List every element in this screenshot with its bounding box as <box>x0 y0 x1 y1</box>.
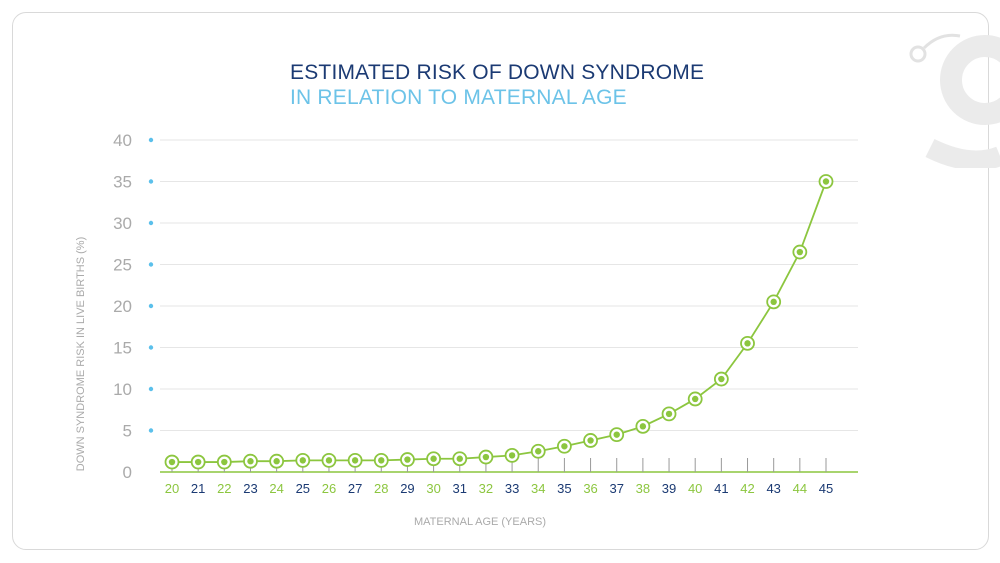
data-point <box>221 458 228 466</box>
y-tick-dot <box>148 262 154 267</box>
data-point <box>822 178 830 185</box>
x-tick-label: 39 <box>662 481 676 496</box>
x-tick-label: 26 <box>322 481 336 496</box>
data-point <box>273 458 280 465</box>
x-tick-label: 42 <box>740 481 754 496</box>
x-tick-label: 28 <box>374 481 388 496</box>
y-tick-dot <box>148 137 154 143</box>
x-tick-label: 29 <box>400 481 414 496</box>
y-tick-label: 40 <box>113 131 132 150</box>
data-point <box>351 457 359 464</box>
x-tick-label: 43 <box>766 481 780 496</box>
x-tick-label: 32 <box>479 481 493 496</box>
data-point <box>247 458 254 465</box>
y-tick-label: 5 <box>123 422 132 441</box>
data-point <box>325 457 333 464</box>
x-tick-label: 22 <box>217 481 231 496</box>
data-point <box>561 443 568 450</box>
y-tick-label: 30 <box>113 214 132 233</box>
data-point <box>692 395 699 403</box>
x-tick-label: 35 <box>557 481 571 496</box>
data-point <box>639 423 647 430</box>
data-point <box>587 437 594 444</box>
y-tick-label: 35 <box>113 173 132 192</box>
data-point <box>168 458 176 466</box>
chart-title: ESTIMATED RISK OF DOWN SYNDROME <box>290 61 705 84</box>
x-tick-label: 36 <box>583 481 597 496</box>
y-tick-dot <box>148 303 154 309</box>
data-point <box>456 455 463 462</box>
data-point <box>508 452 516 459</box>
data-point <box>482 453 490 461</box>
y-tick-label: 15 <box>113 339 132 358</box>
data-point <box>194 458 202 466</box>
y-tick-dot <box>148 386 154 392</box>
x-axis-label: MATERNAL AGE (YEARS) <box>414 516 546 528</box>
y-axis-label: DOWN SYNDROME RISK IN LIVE BIRTHS (%) <box>75 237 87 472</box>
data-point <box>430 455 437 462</box>
x-tick-label: 31 <box>453 481 467 496</box>
x-tick-label: 37 <box>609 481 623 496</box>
y-tick-label: 20 <box>113 297 132 316</box>
y-tick-dot <box>148 179 154 184</box>
data-point <box>613 431 620 438</box>
data-point <box>299 457 306 464</box>
data-point <box>744 340 751 347</box>
x-tick-label: 34 <box>531 481 545 496</box>
data-point <box>404 456 411 463</box>
x-tick-label: 20 <box>165 481 179 496</box>
data-point <box>718 375 725 383</box>
y-tick-label: 10 <box>113 380 132 399</box>
y-tick-label: 0 <box>123 463 132 482</box>
data-point <box>796 248 804 256</box>
x-tick-label: 25 <box>296 481 310 496</box>
x-tick-label: 23 <box>243 481 257 496</box>
chart-subtitle: IN RELATION TO MATERNAL AGE <box>290 86 627 109</box>
data-point <box>770 298 777 306</box>
data-point <box>665 410 673 418</box>
x-tick-label: 27 <box>348 481 362 496</box>
x-tick-label: 38 <box>636 481 650 496</box>
y-tick-dot <box>148 345 154 350</box>
x-tick-label: 30 <box>426 481 440 496</box>
x-tick-label: 44 <box>793 481 807 496</box>
y-tick-dot <box>148 220 154 226</box>
y-tick-label: 25 <box>113 256 132 275</box>
x-tick-label: 21 <box>191 481 205 496</box>
series-line <box>172 181 827 463</box>
x-tick-label: 41 <box>714 481 728 496</box>
x-tick-label: 24 <box>269 481 283 496</box>
data-point <box>378 457 385 464</box>
x-tick-label: 33 <box>505 481 519 496</box>
logo-watermark-icon <box>909 33 1000 168</box>
data-point <box>535 448 542 455</box>
x-tick-label: 40 <box>688 481 702 496</box>
y-tick-dot <box>148 428 154 433</box>
x-tick-label: 45 <box>819 481 833 496</box>
